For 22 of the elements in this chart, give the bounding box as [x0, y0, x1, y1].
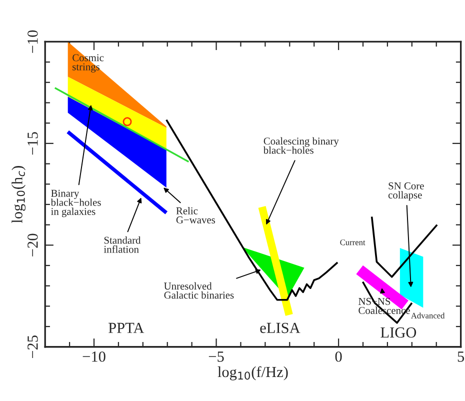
y-tick-label: −10: [28, 30, 38, 53]
annotation: LIGO: [380, 327, 416, 338]
line-series: [165, 118, 338, 301]
annotation: Standard inflation: [104, 236, 141, 253]
y-axis-title: log$_{10}$(h$_{c}$): [12, 166, 26, 224]
annotation: Relic G−waves: [176, 207, 216, 224]
x-tick-label: −10: [82, 351, 106, 362]
annotation: PPTA: [108, 322, 144, 333]
annotation: Unresolved Galactic binaries: [164, 282, 234, 299]
annotation: eLISA: [260, 322, 300, 334]
x-tick-label: 5: [458, 352, 464, 362]
y-tick-label: −20: [28, 234, 38, 256]
annotation: Coalescing binary black−holes: [263, 137, 339, 154]
y-tick-label: −25: [28, 336, 38, 358]
x-tick-label: −5: [208, 352, 224, 362]
annotation: Current: [340, 240, 366, 246]
annotation: Binary black−holes in galaxies: [50, 190, 101, 218]
y-tick-label: −15: [28, 132, 38, 155]
x-tick-label: 0: [335, 351, 342, 362]
annotation: SN Core collapse: [388, 182, 424, 201]
x-axis-title: log$_{10}$(f/Hz): [218, 366, 288, 380]
annotation: Advanced: [411, 312, 445, 318]
